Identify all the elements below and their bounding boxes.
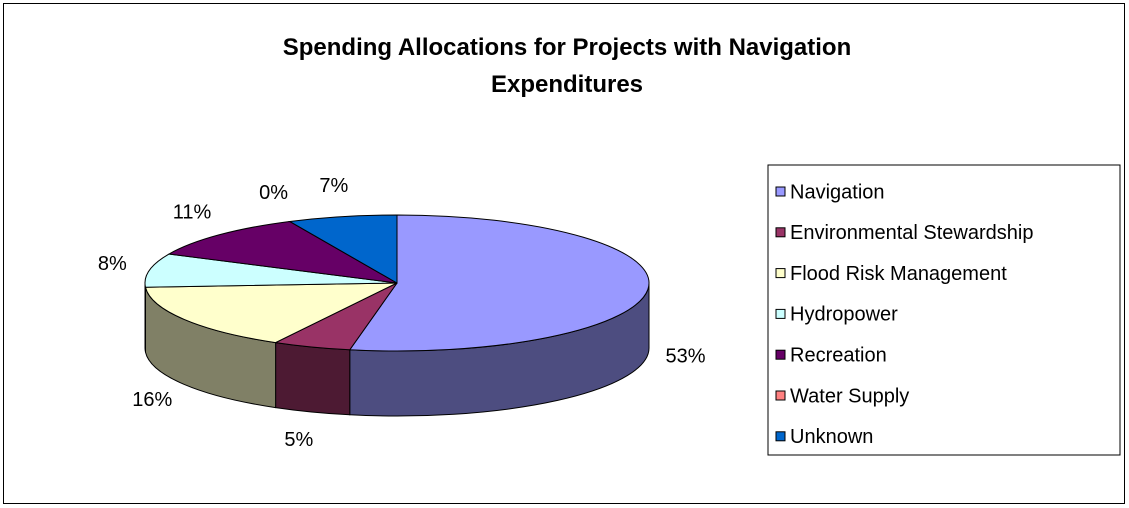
legend-swatch (775, 308, 786, 319)
legend-label: Hydropower (790, 304, 898, 326)
slice-side (275, 342, 351, 416)
data-label: 7% (319, 175, 348, 197)
legend-label: Recreation (790, 344, 887, 366)
data-label: 11% (173, 202, 212, 224)
legend-swatch (775, 349, 786, 360)
data-label: 16% (132, 389, 172, 411)
legend-swatch (775, 268, 786, 279)
chart-title: Spending Allocations for Projects with N… (282, 34, 852, 98)
legend-label: Unknown (790, 426, 873, 448)
legend-swatch (775, 431, 786, 442)
data-label: 5% (284, 429, 313, 451)
legend-label: Navigation (790, 181, 885, 203)
legend-swatch (775, 227, 786, 238)
chart-frame (3, 3, 1125, 504)
slice (167, 220, 398, 284)
data-label: 0% (259, 182, 288, 204)
legend-label: Water Supply (790, 385, 909, 407)
legend-box (767, 164, 1121, 456)
legend-label: Flood Risk Management (790, 263, 1007, 285)
slice (144, 253, 398, 288)
data-label: 8% (98, 253, 127, 275)
slice (288, 214, 398, 284)
legend-swatch (775, 186, 786, 197)
legend-swatch (775, 390, 786, 401)
slice (144, 282, 398, 344)
data-label: 53% (665, 346, 705, 368)
legend-label: Environmental Stewardship (790, 222, 1033, 244)
slice (348, 214, 650, 352)
